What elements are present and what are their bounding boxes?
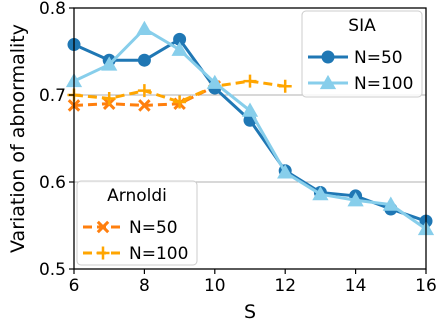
plus-marker	[173, 95, 187, 109]
plot-frame	[73, 7, 427, 270]
plus-marker	[137, 84, 151, 98]
triangle-marker	[206, 74, 223, 89]
triangle-marker	[136, 20, 153, 35]
y-axis-label: Variation of abnormality	[7, 24, 29, 253]
triangle-marker	[319, 74, 337, 90]
x-marker	[96, 220, 110, 234]
legend-arnoldi: Arnoldi N=50 N=100	[76, 180, 198, 266]
legend-entry-label: N=50	[354, 48, 403, 68]
legend-title: Arnoldi	[107, 186, 167, 206]
triangle-marker	[347, 192, 364, 207]
circle-marker	[137, 53, 151, 67]
legend-title: SIA	[348, 16, 376, 36]
series-arnoldi-n-100	[67, 74, 292, 109]
x-tick-label: 8	[139, 276, 150, 296]
circle-marker	[321, 50, 335, 64]
x-marker	[138, 99, 151, 112]
x-tick-label: 6	[69, 276, 80, 296]
triangle-marker	[382, 196, 399, 211]
circle-marker	[173, 32, 187, 46]
triangle-marker	[171, 41, 188, 56]
triangle-marker	[241, 102, 259, 117]
legend-box	[301, 10, 423, 98]
x-tick-label: 14	[345, 276, 367, 296]
y-tick-label: 0.6	[39, 173, 66, 193]
legend-layer: SIA N=50 N=100 Arnoldi N=50 N=100	[76, 10, 423, 266]
legend-entry-label: N=50	[129, 218, 178, 238]
x-tick-label: 16	[415, 276, 437, 296]
x-tick-label: 12	[274, 276, 296, 296]
legend-entry-label: N=100	[129, 244, 188, 264]
y-tick-label: 0.7	[39, 86, 66, 106]
x-tick-label: 10	[204, 276, 226, 296]
legend-entry-label: N=100	[354, 74, 413, 94]
plus-marker	[102, 91, 116, 105]
triangle-marker	[312, 186, 329, 201]
plus-marker	[243, 74, 257, 88]
legend-box	[76, 180, 198, 266]
y-tick-label: 0.5	[39, 260, 66, 280]
x-axis-label: S	[244, 301, 256, 322]
legend-sia: SIA N=50 N=100	[301, 10, 423, 98]
series-sia-n-100	[65, 20, 435, 236]
y-tick-label: 0.8	[39, 0, 66, 19]
series-layer	[65, 20, 435, 236]
triangle-marker	[101, 56, 118, 71]
axis-ticks: 6 8 10 12 14 16 0.5 0.6 0.7 0.8	[39, 0, 437, 296]
plus-marker	[278, 79, 292, 93]
triangle-marker	[277, 164, 294, 179]
plus-marker	[96, 246, 110, 260]
